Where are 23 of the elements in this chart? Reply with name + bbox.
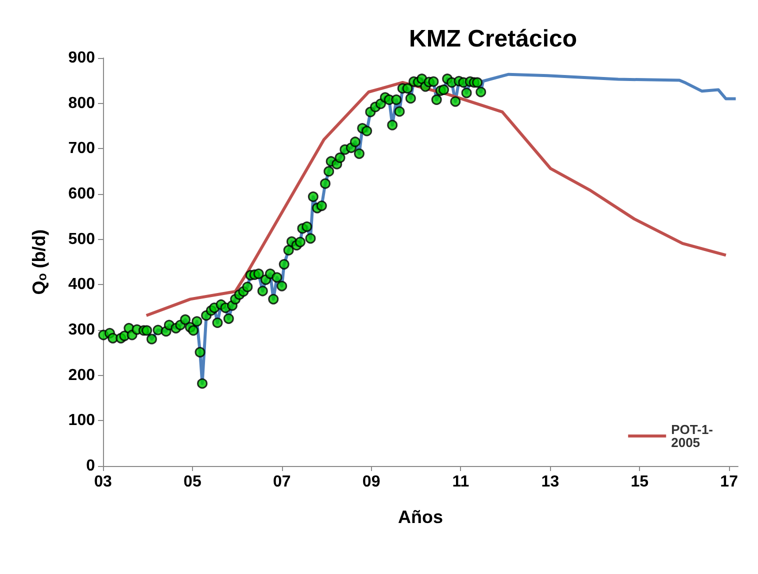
- x-tick-label: 09: [362, 474, 380, 490]
- x-tick-label: 03: [94, 474, 112, 490]
- legend-label: POT-1-2005: [671, 422, 714, 450]
- y-tick-label: 800: [68, 94, 96, 112]
- y-tick-label: 100: [68, 412, 96, 430]
- x-tick-label: 05: [184, 474, 202, 490]
- y-tick-label: 200: [68, 366, 96, 384]
- x-tick-label: 07: [272, 474, 291, 490]
- chart-title: KMZ Cretácico: [408, 26, 578, 52]
- y-axis-title: Qₒ (b/d): [29, 229, 49, 295]
- y-tick-label: 700: [68, 140, 96, 158]
- x-tick-label: 17: [720, 474, 738, 490]
- y-tick-label: 600: [68, 186, 96, 202]
- y-tick-label: 0: [86, 458, 96, 474]
- x-tick-label: 15: [630, 474, 649, 490]
- line-series: [144, 80, 728, 317]
- y-tick-label: 500: [68, 230, 96, 248]
- x-axis-title: Años: [398, 507, 443, 527]
- x-tick-label: 13: [541, 474, 560, 490]
- x-tick-label: 11: [452, 474, 470, 490]
- y-tick-label: 300: [68, 322, 96, 338]
- y-tick-label: 900: [68, 50, 96, 66]
- y-tick-label: 400: [68, 276, 96, 294]
